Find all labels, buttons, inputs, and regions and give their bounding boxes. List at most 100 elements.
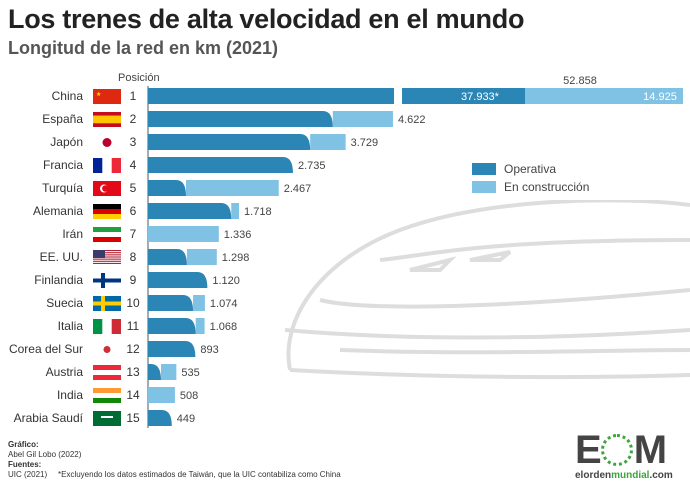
fuentes-source: UIC (2021) [8,470,48,479]
bar-operativa [148,272,208,288]
total-label: 449 [177,413,195,425]
bar-chart: China ★ 1 37.933* 14.925 52.858 España 2 4.622 Ja… [9,75,683,428]
country-label: Suecia [46,296,83,310]
flag-se-icon [101,296,105,311]
bar-construccion [231,203,240,219]
bar-construccion [148,387,175,403]
flag-de-icon [93,209,121,214]
total-label: 4.622 [398,114,426,126]
bar-operativa [148,295,194,311]
bar-operativa [148,203,232,219]
position-header: Posición [118,72,160,84]
position-number: 14 [126,388,140,402]
flag-fi-icon [101,273,105,288]
flag-ir-icon [93,237,121,242]
flag-de-icon [93,204,121,209]
total-label: 1.336 [224,229,252,241]
position-number: 15 [126,411,140,425]
flag-in-icon [93,393,121,398]
country-label: Italia [58,319,84,333]
flag-ir-icon [93,227,121,232]
legend-label: Operativa [504,162,557,176]
position-number: 5 [130,181,137,195]
logo-url-c: .com [649,470,673,481]
flag-sa-icon [101,416,113,418]
country-label: Japón [50,135,83,149]
bar-construccion-china [525,88,683,104]
flag-in-icon [93,388,121,393]
flag-cn-icon [93,89,121,104]
legend-operativa: Operativa [472,162,556,176]
flag-us-icon [93,262,121,264]
legend-label: En construcción [504,180,590,194]
bar-operativa [148,364,161,380]
total-label: 1.074 [210,298,238,310]
total-label: 2.735 [298,160,326,172]
total-label: 1.120 [212,275,240,287]
position-number: 13 [126,365,140,379]
bar-operativa [148,249,187,265]
flag-fr-icon [111,158,121,173]
position-number: 2 [130,112,137,126]
flag-at-icon [93,365,121,370]
train-illustration-icon [284,200,690,380]
position-number: 12 [126,342,140,356]
country-label: Alemania [33,204,83,218]
flag-se-icon [93,301,121,306]
flag-us-icon [93,250,105,258]
chart-subtitle: Longitud de la red en km (2021) [8,38,279,58]
flag-jp-icon [102,138,112,147]
flag-us-icon [93,254,121,256]
position-number: 4 [130,158,137,172]
bar-operativa [148,341,196,357]
footnote: *Excluyendo los datos estimados de Taiwá… [58,470,341,479]
country-label: China [52,89,84,103]
bar-operativa [148,157,293,173]
bar-operativa [148,111,333,127]
total-label: 535 [181,367,199,379]
logo-url-b: mundial [611,470,650,481]
legend-swatch-construccion [472,181,496,193]
flag-tr-icon [102,185,109,192]
bar-construccion [148,226,219,242]
country-label: Francia [43,158,83,172]
position-number: 1 [130,89,137,103]
country-label: Austria [46,365,84,379]
flag-it-icon [111,319,121,334]
flag-fr-icon [93,158,103,173]
position-number: 6 [130,204,137,218]
country-label: Corea del Sur [9,342,83,356]
total-label: 1.718 [244,206,272,218]
flag-at-icon [93,375,121,380]
flag-kr-icon [103,346,111,353]
flag-us-icon [93,260,121,262]
bar-operativa [148,180,187,196]
country-label: Finlandia [34,273,83,287]
bar-operativa [148,410,172,426]
country-label: EE. UU. [40,250,83,264]
bar-operativa-china [148,88,525,104]
axis-break [394,87,402,105]
country-label: Irán [62,227,83,241]
grafico-label: Gráfico: [8,440,39,449]
flag-ir-icon [93,232,121,237]
bar-label-china-operativa: 37.933* [461,91,500,103]
bar-construccion [186,249,217,265]
position-number: 8 [130,250,137,264]
bar-operativa [148,134,311,150]
total-label: 1.298 [222,252,250,264]
flag-us-icon [93,258,121,260]
total-label: 508 [180,390,198,402]
total-label: 893 [200,344,218,356]
flag-sa-icon [93,411,121,426]
total-label: 3.729 [351,137,379,149]
flag-es-icon [93,115,121,124]
bar-construccion [160,364,177,380]
position-number: 10 [126,296,140,310]
flag-in-icon [93,398,121,403]
flag-us-icon [93,252,121,254]
bar-construccion [195,318,205,334]
flag-us-icon [93,256,121,258]
position-number: 7 [130,227,137,241]
